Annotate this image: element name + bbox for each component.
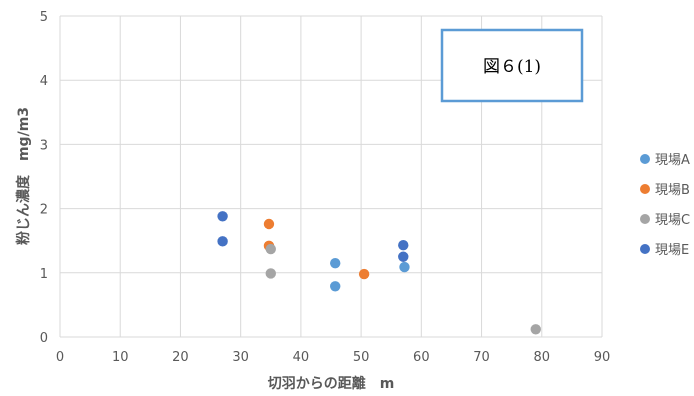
legend-label: 現場A [655, 153, 690, 168]
x-tick-label: 20 [172, 350, 189, 365]
data-point [358, 268, 370, 280]
data-point [399, 261, 410, 273]
x-tick-label: 90 [594, 350, 611, 365]
data-point [398, 239, 409, 251]
annotation-frame [440, 28, 584, 103]
data-point [330, 281, 341, 292]
data-point [217, 236, 228, 247]
x-tick-label: 30 [232, 350, 249, 365]
x-tick-label: 60 [413, 350, 430, 365]
data-point [263, 218, 275, 230]
x-tick-label: 10 [112, 350, 129, 365]
legend-label: 現場C [655, 213, 690, 228]
legend-label: 現場B [655, 183, 690, 198]
x-tick-label: 80 [534, 350, 551, 365]
y-tick-label: 2 [40, 203, 48, 218]
y-tick-label: 0 [40, 331, 48, 346]
annotation-label: 図６(1) [483, 57, 541, 77]
data-points [217, 211, 541, 335]
annotation-box: 図６(1) [440, 28, 584, 103]
legend-marker [640, 154, 650, 164]
y-tick-label: 5 [40, 10, 48, 25]
legend: 現場A 現場B 現場C 現場E [640, 153, 690, 258]
data-point [530, 324, 541, 335]
x-axis-title: 切羽からの距離 m [268, 375, 395, 392]
x-tick-label: 50 [353, 350, 370, 365]
y-tick-label: 1 [40, 267, 48, 282]
data-point [398, 251, 409, 262]
data-point [330, 257, 341, 269]
x-tick-labels: 0 10 20 30 40 50 60 70 80 90 [56, 350, 610, 365]
x-tick-label: 40 [293, 350, 310, 365]
y-tick-labels: 0 1 2 3 4 5 [40, 10, 48, 346]
legend-marker [640, 244, 650, 254]
data-point [217, 211, 228, 222]
y-tick-label: 3 [40, 138, 48, 153]
y-tick-label: 4 [40, 74, 48, 89]
legend-marker [640, 214, 650, 224]
x-tick-label: 0 [56, 350, 64, 365]
legend-label: 現場E [655, 243, 689, 258]
x-tick-label: 70 [473, 350, 490, 365]
legend-marker [640, 184, 650, 194]
data-point [265, 243, 276, 255]
grid-lines [59, 15, 603, 338]
data-point [265, 268, 276, 279]
y-axis-title: 粉じん濃度 mg/m3 [15, 107, 32, 245]
